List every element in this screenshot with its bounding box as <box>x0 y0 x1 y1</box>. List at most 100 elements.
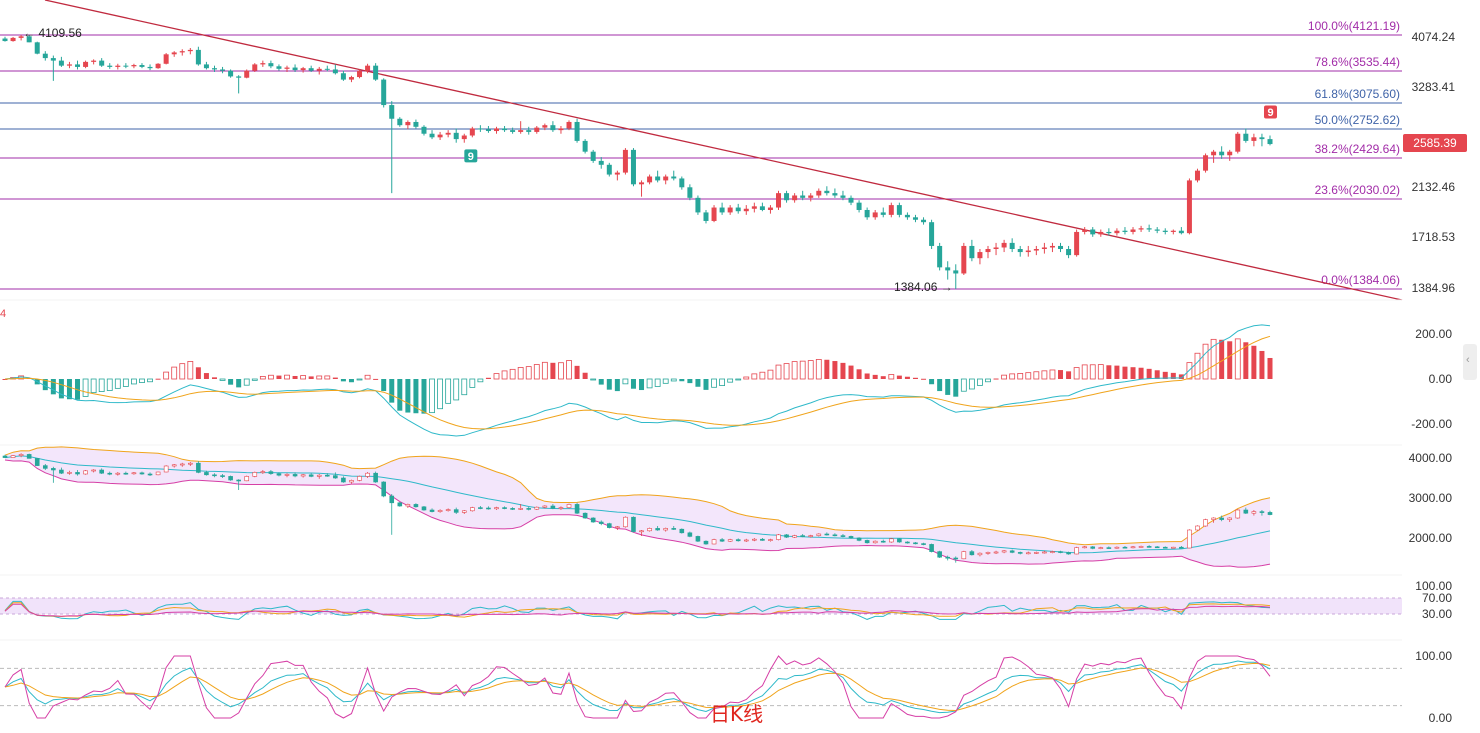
boll-candle-body <box>623 516 628 528</box>
candle-body <box>493 128 499 132</box>
boll-candle-body <box>1138 546 1144 548</box>
boll-candle-body <box>953 557 959 560</box>
candle-body <box>840 195 846 198</box>
candle-body <box>510 130 516 132</box>
macd-histogram-bar <box>815 359 822 380</box>
macd-histogram-bar <box>1170 372 1176 379</box>
macd-histogram-bar <box>1009 373 1016 380</box>
macd-histogram-bar <box>445 378 452 404</box>
collapse-panel-handle[interactable]: ‹ <box>1463 344 1477 380</box>
macd-histogram-bar <box>646 378 653 389</box>
macd-histogram-bar <box>389 379 395 403</box>
boll-candle-body <box>171 464 177 467</box>
boll-candle-body <box>1251 511 1257 514</box>
candle-body <box>373 65 379 80</box>
boll-candle-body <box>1130 546 1136 549</box>
macd-histogram-bar <box>340 379 346 382</box>
boll-candle-body <box>212 474 217 477</box>
candle-body <box>574 121 580 141</box>
boll-candle-body <box>1082 546 1087 549</box>
candle-body <box>66 64 72 66</box>
macd-histogram-bar <box>356 378 363 381</box>
boll-candle-body <box>663 528 668 531</box>
macd-histogram-bar <box>550 362 556 379</box>
candle-body <box>751 206 757 209</box>
macd-histogram-bar <box>703 379 709 390</box>
candle-body <box>1106 231 1112 234</box>
boll-candle-body <box>985 552 991 554</box>
macd-histogram-bar <box>1219 339 1225 379</box>
kdj-k-line <box>4 660 1271 714</box>
macd-histogram-bar <box>1227 341 1233 379</box>
macd-histogram-bar <box>259 376 266 380</box>
boll-axis-tick: 2000.00 <box>1409 531 1453 545</box>
macd-histogram-bar <box>171 366 178 380</box>
candle-body <box>58 60 64 66</box>
candle-body <box>550 125 556 131</box>
candle-body <box>163 54 169 64</box>
candle-body <box>187 49 193 52</box>
macd-histogram-bar <box>711 378 717 388</box>
candle-body <box>236 76 242 78</box>
macd-histogram-bar <box>219 378 226 381</box>
boll-candle-body <box>155 471 161 476</box>
candle-body <box>1066 249 1072 256</box>
candle-body <box>477 128 483 130</box>
boll-candle-body <box>872 540 878 544</box>
boll-candle-body <box>735 539 741 542</box>
fib-label: 61.8%(3075.60) <box>1315 87 1400 101</box>
macd-histogram-bar <box>670 378 677 382</box>
candle-body <box>582 140 588 152</box>
boll-candle-body <box>1114 546 1120 549</box>
macd-histogram-bar <box>1001 374 1008 380</box>
candle-body <box>816 190 822 196</box>
boll-candle-body <box>502 507 507 509</box>
candle-body <box>179 51 185 53</box>
boll-candle-body <box>365 472 370 477</box>
candle-body <box>953 270 959 274</box>
boll-candle-body <box>1219 517 1224 520</box>
boll-candle-body <box>1179 546 1184 549</box>
candle-body <box>776 193 782 208</box>
price-axis-tick: 4074.24 <box>1412 30 1456 44</box>
boll-candle-body <box>1162 546 1168 549</box>
boll-candle-body <box>1211 517 1216 520</box>
candle-body <box>42 53 48 59</box>
candle-body <box>34 42 40 54</box>
candle-body <box>1267 139 1273 145</box>
price-axis-tick: 2132.46 <box>1412 180 1456 194</box>
candle-body <box>711 207 717 221</box>
macd-histogram-bar <box>1243 342 1249 379</box>
macd-histogram-bar <box>1049 369 1056 380</box>
boll-candle-body <box>1235 509 1241 519</box>
macd-histogram-bar <box>960 378 967 392</box>
boll-candle-body <box>357 476 362 481</box>
low-annotation: 1384.06 → <box>894 280 953 294</box>
boll-candle-body <box>607 523 612 528</box>
macd-histogram-bar <box>228 379 234 385</box>
boll-candle-body <box>566 504 572 508</box>
macd-histogram-bar <box>1154 370 1160 379</box>
candle-body <box>1251 137 1257 141</box>
current-price-badge: 2585.39 <box>1403 134 1467 152</box>
boll-candle-body <box>389 495 395 504</box>
candle-body <box>357 70 363 78</box>
td-up-badge <box>1264 105 1277 119</box>
candle-body <box>1235 133 1241 152</box>
macd-histogram-bar <box>888 374 895 380</box>
boll-candle-body <box>711 539 717 545</box>
candle-body <box>1098 231 1104 235</box>
candle-body <box>1203 155 1209 171</box>
candle-body <box>864 209 870 218</box>
boll-band-fill <box>5 446 1270 568</box>
boll-candle-body <box>123 472 129 475</box>
boll-candle-body <box>461 510 467 513</box>
candle-body <box>888 205 894 215</box>
boll-candle-body <box>397 502 403 507</box>
macd-histogram-bar <box>912 377 918 379</box>
boll-candle-body <box>91 469 96 472</box>
macd-histogram-bar <box>525 366 532 380</box>
candle-body <box>316 68 322 71</box>
boll-candle-body <box>300 474 306 477</box>
